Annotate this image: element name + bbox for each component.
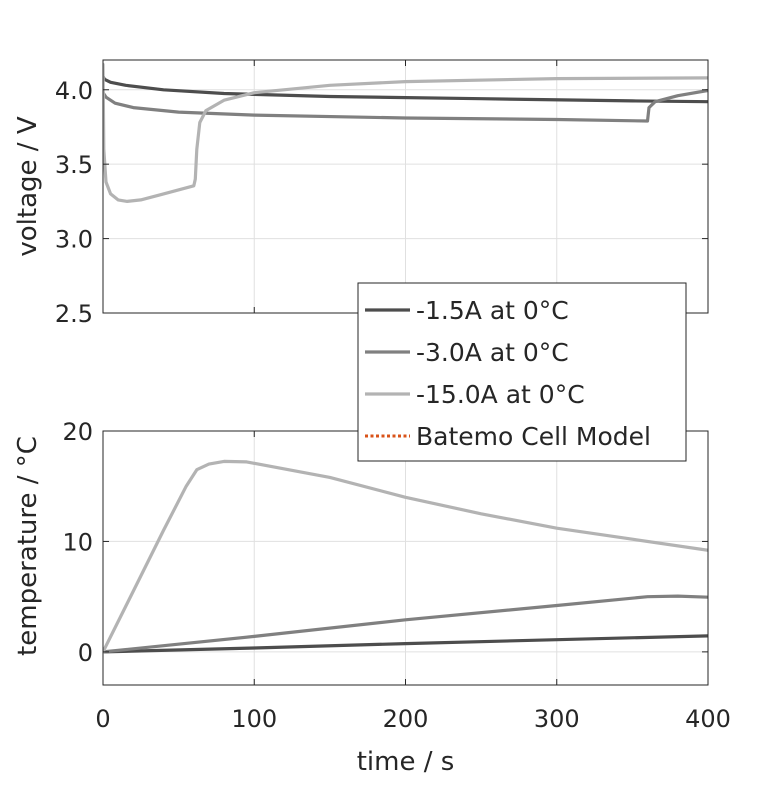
legend: -1.5A at 0°C -3.0A at 0°C -15.0A at 0°C Bat… <box>357 282 687 462</box>
series-line-3 <box>103 62 708 203</box>
legend-label: Batemo Cell Model <box>416 422 651 451</box>
y-tick-label: 10 <box>62 528 93 556</box>
series-line-1 <box>103 74 708 104</box>
temperature-panel: 0 100 200 300 400 0 10 20 temperature / °C time… <box>13 418 731 777</box>
x-tick-label: 200 <box>383 705 429 733</box>
series-line-2 <box>103 594 708 654</box>
temperature-series <box>103 459 708 654</box>
voltage-panel: 2.5 3.0 3.5 4.0 voltage / V <box>13 59 709 328</box>
voltage-series <box>103 62 708 203</box>
y-tick-label: 2.5 <box>55 300 93 328</box>
y-tick-label: 20 <box>62 418 93 446</box>
series-line-2 <box>103 88 708 123</box>
legend-label: -3.0A at 0°C <box>416 338 569 367</box>
temperature-ticks: 0 100 200 300 400 0 10 20 <box>62 418 730 733</box>
series-line-3 <box>103 459 708 654</box>
legend-entries: -1.5A at 0°C -3.0A at 0°C -15.0A at 0°C Bat… <box>365 296 651 451</box>
x-tick-label: 100 <box>231 705 277 733</box>
y-tick-label: 3.0 <box>55 226 93 254</box>
y-tick-label: 4.0 <box>55 77 93 105</box>
y-tick-label: 3.5 <box>55 151 93 179</box>
voltage-y-axis-label: voltage / V <box>13 116 43 256</box>
legend-label: -15.0A at 0°C <box>416 380 585 409</box>
temperature-y-axis-label: temperature / °C <box>13 436 43 656</box>
x-tick-label: 0 <box>95 705 110 733</box>
legend-box <box>357 282 687 462</box>
legend-label: -1.5A at 0°C <box>416 296 569 325</box>
time-x-axis-label: time / s <box>357 747 455 777</box>
x-tick-label: 400 <box>685 705 731 733</box>
x-tick-label: 300 <box>534 705 580 733</box>
y-tick-label: 0 <box>78 639 93 667</box>
series-line-1 <box>103 634 708 654</box>
